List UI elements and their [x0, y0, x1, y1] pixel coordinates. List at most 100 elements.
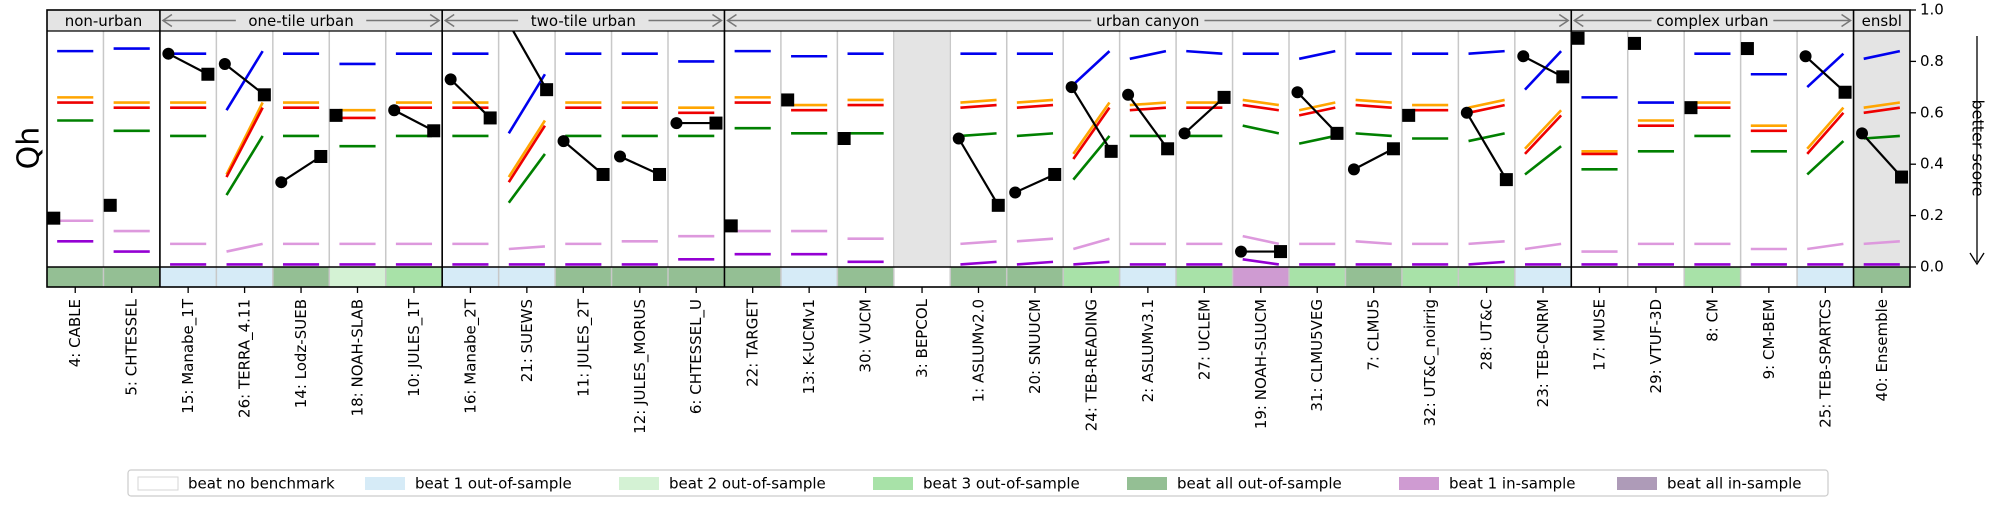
- result-cell: [47, 267, 104, 287]
- red-benchmark-line: [960, 103, 997, 109]
- score-end-square: [1104, 144, 1118, 158]
- score-end-square: [1556, 70, 1570, 84]
- group-arrowhead-right: [712, 13, 723, 28]
- orange-benchmark-line: [1016, 98, 1054, 104]
- result-cell: [159, 267, 217, 287]
- purple-benchmark-line: [1073, 260, 1110, 266]
- score-start-dot: [218, 57, 231, 70]
- pink-benchmark-line: [1355, 240, 1392, 246]
- result-cell: [1345, 267, 1402, 287]
- group-header-bg: [442, 10, 725, 31]
- result-cell: [1063, 267, 1120, 287]
- group-arrowhead-left: [443, 13, 455, 28]
- score-end-square: [1838, 85, 1852, 99]
- group-label: urban canyon: [1096, 12, 1199, 30]
- blue-benchmark-line: [1072, 50, 1111, 86]
- green-benchmark-line: [1016, 132, 1054, 138]
- legend-label: beat 1 out-of-sample: [415, 475, 572, 493]
- result-cell: [893, 267, 951, 287]
- score-change-line: [1465, 112, 1508, 181]
- group-label: one-tile urban: [248, 12, 353, 30]
- legend-swatch: [1399, 477, 1439, 490]
- red-benchmark-line: [507, 124, 547, 183]
- orange-benchmark-line: [1806, 106, 1845, 150]
- model-label: 13: K-UCMv1: [800, 299, 818, 394]
- group-label: two-tile urban: [531, 12, 636, 30]
- result-cell: [668, 267, 725, 287]
- pink-benchmark-line: [508, 245, 546, 251]
- legend: beat no benchmark beat 1 out-of-sample bea…: [127, 469, 1829, 497]
- score-end-square: [201, 67, 215, 81]
- green-benchmark-line: [960, 132, 997, 138]
- score-change-line: [1183, 96, 1225, 135]
- green-benchmark-line: [1863, 134, 1900, 140]
- score-square: [103, 198, 117, 212]
- model-label: 9: CM-BEM: [1760, 299, 1778, 379]
- better-score-indicator: better score: [1969, 36, 1988, 266]
- score-end-square: [1161, 142, 1175, 156]
- group-headers: non-urban one-tile urban two-tile urban urb…: [47, 10, 1910, 31]
- score-end-square: [991, 198, 1005, 212]
- score-start-dot: [1178, 127, 1191, 140]
- score-change-line: [393, 109, 435, 132]
- group-header-bg: [1571, 10, 1854, 31]
- y-axis-label: Qh: [12, 127, 47, 170]
- score-start-dot: [1291, 86, 1304, 99]
- result-cell: [837, 267, 894, 287]
- score-change-line: [167, 52, 209, 76]
- orange-benchmark-line: [225, 101, 264, 176]
- blue-benchmark-line: [1806, 52, 1845, 89]
- score-change-line: [562, 140, 604, 176]
- legend-swatch: [365, 477, 405, 490]
- orange-benchmark-line: [1242, 98, 1280, 107]
- blue-benchmark-line: [1863, 49, 1901, 61]
- model-label: 22: TARGET: [744, 298, 762, 387]
- score-end-square: [1274, 245, 1288, 259]
- legend-label: beat all out-of-sample: [1177, 475, 1342, 493]
- red-benchmark-line: [1863, 106, 1901, 115]
- plot-frame: [46, 9, 1911, 288]
- model-label: 7: CLMU5: [1365, 299, 1383, 371]
- score-square: [1740, 42, 1754, 56]
- y-axis-right: 0.0 0.2 0.4 0.6 0.8 1.0: [1910, 1, 1944, 276]
- score-end-square: [427, 124, 441, 138]
- score-change-line: [957, 137, 1000, 206]
- model-label: 32: UT&C_noirrig: [1421, 299, 1440, 426]
- result-cell: [1006, 267, 1064, 287]
- score-square: [1684, 101, 1698, 115]
- y-tick-label: 1.0: [1920, 1, 1944, 19]
- score-change-line: [506, 19, 548, 91]
- score-start-dot: [1517, 50, 1530, 63]
- score-start-dot: [614, 150, 627, 163]
- model-label: 31: CLMU5VEG: [1308, 299, 1326, 412]
- orange-benchmark-line: [1298, 101, 1336, 112]
- model-label: 14: Lodz-SUEB: [292, 299, 310, 408]
- result-cell: [103, 267, 160, 287]
- pink-benchmark-line: [1242, 234, 1280, 246]
- result-cell: [1514, 267, 1572, 287]
- orange-benchmark-line: [507, 119, 547, 178]
- score-start-dot: [275, 176, 288, 189]
- score-change-line: [1014, 173, 1056, 194]
- score-start-dot: [1799, 50, 1812, 63]
- score-change-line: [1070, 86, 1113, 152]
- result-strip: [47, 267, 1910, 287]
- model-label: 29: VTUF-3D: [1647, 299, 1665, 393]
- pink-benchmark-line: [1072, 237, 1110, 251]
- red-benchmark-line: [1806, 111, 1845, 155]
- result-cell: [1401, 267, 1459, 287]
- score-square: [781, 93, 795, 107]
- purple-benchmark-line: [1242, 258, 1280, 266]
- benchmark-lines: [57, 47, 1901, 266]
- blue-benchmark-line: [1524, 50, 1563, 91]
- model-label: 40: Ensemble: [1873, 299, 1891, 401]
- group-arrowhead-left: [726, 13, 737, 28]
- model-label: 17: MUSE: [1591, 299, 1609, 371]
- model-label: 15: Manabe_1T: [179, 298, 198, 414]
- orange-benchmark-line: [1355, 98, 1392, 104]
- pink-benchmark-line: [226, 242, 263, 253]
- orange-benchmark-line: [960, 98, 997, 104]
- y-tick-label: 0.6: [1920, 103, 1944, 121]
- score-start-dot: [1122, 88, 1135, 101]
